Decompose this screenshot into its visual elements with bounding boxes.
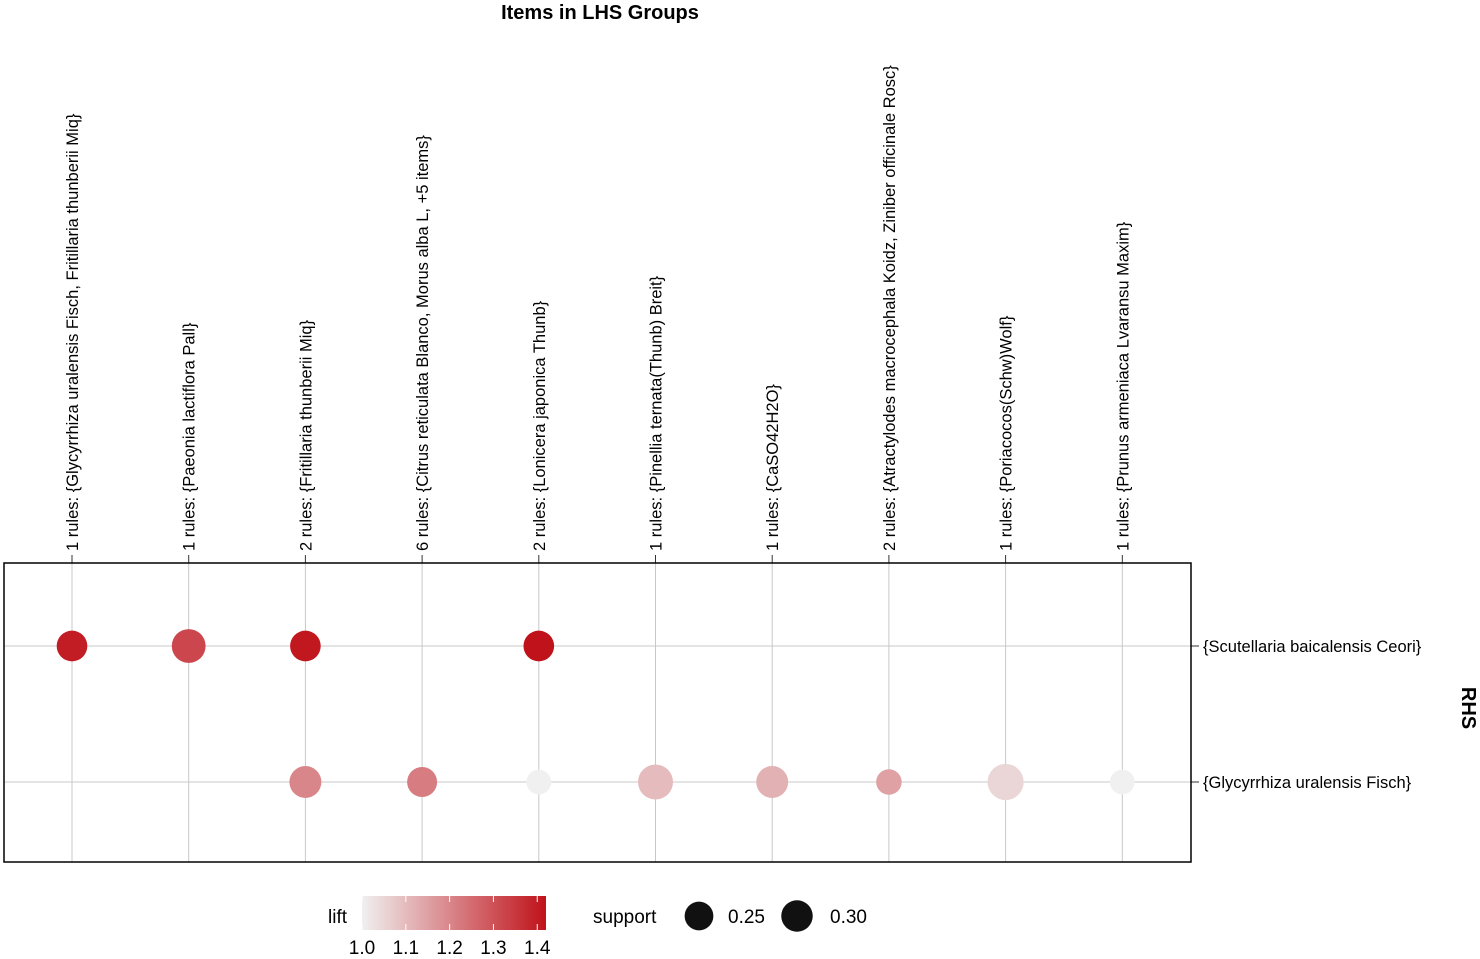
rule-point — [56, 630, 88, 662]
rule-point — [526, 769, 552, 795]
rule-point — [290, 630, 321, 662]
lhs-group-label: 2 rules: {Atractylodes macrocephala Koid… — [881, 65, 899, 551]
plot-panel — [3, 562, 1192, 863]
lhs-group-labels: 1 rules: {Glycyrrhiza uralensis Fisch, F… — [64, 65, 1132, 551]
rule-point — [987, 763, 1024, 801]
lhs-group-label: 1 rules: {Poriacocos(Schw)Wolf} — [998, 315, 1016, 551]
lift-legend: lift 1.0 1.1 1.2 1.3 1.4 — [328, 896, 551, 959]
lift-tick-label: 1.4 — [524, 938, 551, 959]
support-legend-value: 0.25 — [728, 907, 765, 928]
lhs-group-label: 1 rules: {CaSO42H2O} — [764, 384, 782, 551]
rule-point — [523, 630, 555, 662]
rule-point — [171, 629, 206, 663]
lhs-group-label: 1 rules: {Paeonia lactiflora Pall} — [181, 322, 199, 551]
support-legend: support 0.25 0.30 — [593, 900, 867, 932]
rhs-axis-title: RHS — [1457, 687, 1479, 729]
rhs-item-labels: {Scutellaria baicalensis Ceori} {Glycyrrh… — [1203, 638, 1422, 792]
lhs-group-label: 1 rules: {Prunus armeniaca Lvaransu Maxi… — [1114, 221, 1132, 551]
lhs-group-label: 1 rules: {Pinellia ternata(Thunb) Breit} — [648, 275, 666, 551]
rule-point — [876, 769, 902, 795]
rule-points — [56, 629, 1135, 801]
lift-tick-label: 1.1 — [393, 938, 419, 959]
lift-tick-label: 1.0 — [349, 938, 375, 959]
lift-tick-label: 1.2 — [436, 938, 462, 959]
support-legend-value: 0.30 — [830, 907, 867, 928]
lhs-group-label: 2 rules: {Fritillaria thunberii Miq} — [297, 319, 315, 551]
rule-point — [289, 766, 322, 798]
lift-legend-ticks: 1.0 1.1 1.2 1.3 1.4 — [349, 896, 551, 959]
lhs-group-label: 2 rules: {Lonicera japonica Thunb} — [531, 300, 549, 551]
lhs-group-label: 6 rules: {Citrus reticulata Blanco, Moru… — [414, 135, 432, 551]
grid-lines — [4, 555, 1199, 862]
rule-point — [756, 766, 789, 798]
rhs-item-label: {Scutellaria baicalensis Ceori} — [1203, 638, 1422, 656]
support-legend-key — [781, 900, 813, 932]
lift-colorbar — [362, 896, 546, 930]
rule-point — [1109, 769, 1135, 795]
lift-legend-label: lift — [328, 907, 348, 928]
lhs-group-label: 1 rules: {Glycyrrhiza uralensis Fisch, F… — [64, 113, 82, 551]
support-legend-key — [684, 901, 714, 931]
lift-tick-label: 1.3 — [480, 938, 506, 959]
rule-point — [407, 767, 438, 797]
rhs-item-label: {Glycyrrhiza uralensis Fisch} — [1203, 774, 1412, 792]
rule-point — [638, 764, 673, 800]
chart-title: Items in LHS Groups — [501, 2, 699, 24]
support-legend-label: support — [593, 907, 657, 928]
